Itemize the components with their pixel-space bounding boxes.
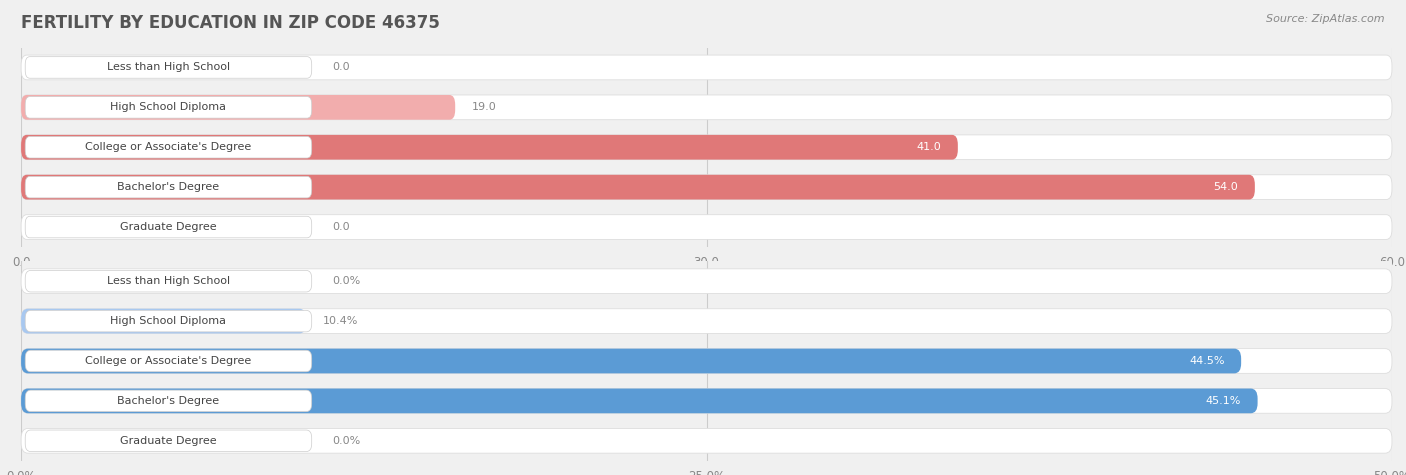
Text: High School Diploma: High School Diploma (111, 102, 226, 113)
FancyBboxPatch shape (21, 55, 1392, 80)
FancyBboxPatch shape (21, 309, 307, 333)
Text: College or Associate's Degree: College or Associate's Degree (86, 356, 252, 366)
Text: Less than High School: Less than High School (107, 62, 231, 73)
Text: Graduate Degree: Graduate Degree (120, 436, 217, 446)
FancyBboxPatch shape (25, 176, 312, 198)
FancyBboxPatch shape (21, 389, 1392, 413)
FancyBboxPatch shape (25, 270, 312, 292)
Text: College or Associate's Degree: College or Associate's Degree (86, 142, 252, 152)
Text: Bachelor's Degree: Bachelor's Degree (117, 182, 219, 192)
FancyBboxPatch shape (21, 175, 1256, 199)
Text: 45.1%: 45.1% (1206, 396, 1241, 406)
FancyBboxPatch shape (21, 389, 1257, 413)
FancyBboxPatch shape (25, 96, 312, 118)
FancyBboxPatch shape (21, 428, 1392, 453)
FancyBboxPatch shape (21, 309, 1392, 333)
FancyBboxPatch shape (21, 175, 1392, 199)
Text: 0.0%: 0.0% (332, 276, 360, 286)
FancyBboxPatch shape (25, 390, 312, 412)
FancyBboxPatch shape (25, 136, 312, 158)
Text: 0.0%: 0.0% (332, 436, 360, 446)
Text: 10.4%: 10.4% (322, 316, 359, 326)
Text: 44.5%: 44.5% (1189, 356, 1225, 366)
FancyBboxPatch shape (21, 215, 1392, 239)
Text: 41.0: 41.0 (917, 142, 942, 152)
FancyBboxPatch shape (25, 216, 312, 238)
Text: 0.0: 0.0 (332, 62, 350, 73)
Text: Bachelor's Degree: Bachelor's Degree (117, 396, 219, 406)
FancyBboxPatch shape (25, 430, 312, 452)
Text: 0.0: 0.0 (332, 222, 350, 232)
Text: FERTILITY BY EDUCATION IN ZIP CODE 46375: FERTILITY BY EDUCATION IN ZIP CODE 46375 (21, 14, 440, 32)
Text: 19.0: 19.0 (471, 102, 496, 113)
FancyBboxPatch shape (21, 349, 1392, 373)
FancyBboxPatch shape (21, 95, 456, 120)
FancyBboxPatch shape (25, 57, 312, 78)
Text: Graduate Degree: Graduate Degree (120, 222, 217, 232)
Text: Source: ZipAtlas.com: Source: ZipAtlas.com (1267, 14, 1385, 24)
FancyBboxPatch shape (21, 349, 1241, 373)
Text: 54.0: 54.0 (1213, 182, 1239, 192)
FancyBboxPatch shape (21, 135, 957, 160)
FancyBboxPatch shape (25, 310, 312, 332)
FancyBboxPatch shape (21, 95, 1392, 120)
FancyBboxPatch shape (21, 135, 1392, 160)
FancyBboxPatch shape (25, 350, 312, 372)
Text: Less than High School: Less than High School (107, 276, 231, 286)
Text: High School Diploma: High School Diploma (111, 316, 226, 326)
FancyBboxPatch shape (21, 269, 1392, 294)
